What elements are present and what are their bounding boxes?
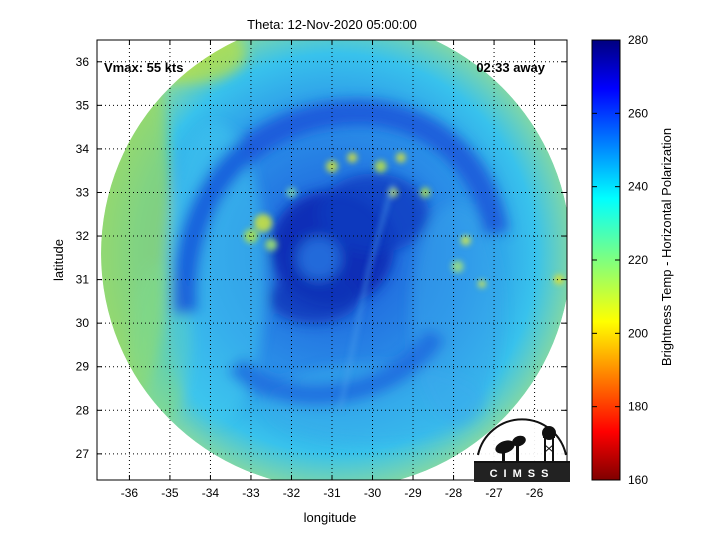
- colorbar-label: Brightness Temp - Horizontal Polarizatio…: [659, 128, 674, 366]
- time-away-label: 02:33 away: [476, 60, 545, 75]
- y-tick-label: 32: [76, 229, 90, 243]
- chart-title: Theta: 12-Nov-2020 05:00:00: [247, 17, 417, 32]
- x-tick-label: -28: [445, 486, 463, 500]
- grid-lines: [97, 40, 567, 480]
- x-tick-label: -30: [364, 486, 382, 500]
- x-tick-label: -32: [283, 486, 301, 500]
- y-tick-label: 28: [76, 403, 90, 417]
- y-tick-label: 27: [76, 447, 90, 461]
- colorbar-tick-label: 180: [628, 400, 648, 414]
- colorbar-tick-label: 160: [628, 473, 648, 487]
- colorbar-tick-label: 260: [628, 106, 648, 120]
- y-tick-label: 31: [76, 273, 90, 287]
- colorbar-ticks: 160 180 200 220 240 260 280: [592, 33, 648, 487]
- y-tick-label: 30: [76, 316, 90, 330]
- x-tick-label: -26: [526, 486, 544, 500]
- x-tick-label: -35: [161, 486, 179, 500]
- x-tick-label: -36: [121, 486, 139, 500]
- y-tick-label: 35: [76, 98, 90, 112]
- x-tick-label: -31: [323, 486, 341, 500]
- y-tick-label: 34: [76, 142, 90, 156]
- cimss-logo: CIMSS: [474, 418, 570, 482]
- axis-ticks: -36 -35 -34 -33 -32 -31 -30 -29 -28 -27 -26 27 28 29 3…: [76, 40, 567, 500]
- colorbar-tick-label: 200: [628, 326, 648, 340]
- x-tick-label: -27: [485, 486, 503, 500]
- colorbar-tick-label: 220: [628, 253, 648, 267]
- colorbar: 160 180 200 220 240 260 280 Brightness Temp - …: [591, 33, 674, 487]
- y-axis-label: latitude: [51, 239, 66, 281]
- colorbar-tick-label: 280: [628, 33, 648, 47]
- y-tick-label: 36: [76, 55, 90, 69]
- x-axis-label: longitude: [304, 510, 357, 525]
- y-tick-label: 33: [76, 185, 90, 199]
- vmax-label: Vmax: 55 kts: [104, 60, 184, 75]
- x-tick-label: -29: [404, 486, 422, 500]
- water-tower-icon: [542, 426, 556, 462]
- logo-text: CIMSS: [490, 468, 555, 480]
- y-tick-label: 29: [76, 360, 90, 374]
- x-tick-label: -34: [202, 486, 220, 500]
- colorbar-tick-label: 240: [628, 180, 648, 194]
- x-tick-label: -33: [242, 486, 260, 500]
